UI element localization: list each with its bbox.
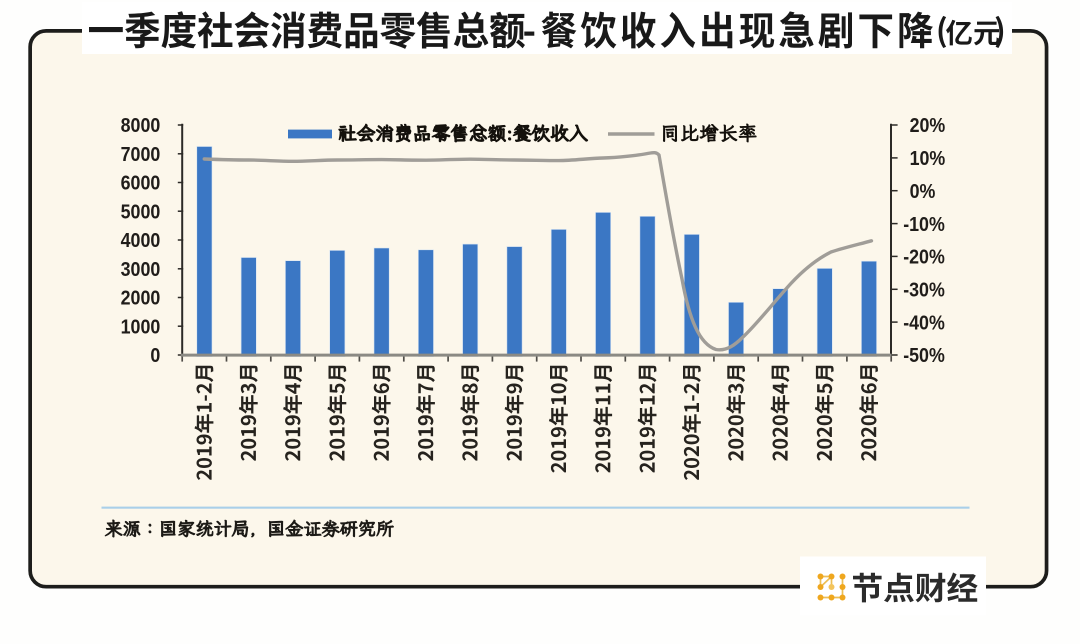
svg-text:2000: 2000 bbox=[121, 288, 161, 310]
svg-text:-30%: -30% bbox=[903, 279, 945, 301]
svg-text:-20%: -20% bbox=[903, 247, 945, 269]
svg-text:1000: 1000 bbox=[121, 316, 161, 338]
svg-text:5000: 5000 bbox=[121, 201, 161, 223]
svg-text:6000: 6000 bbox=[121, 173, 161, 195]
svg-text:20%: 20% bbox=[910, 115, 946, 137]
svg-text:-40%: -40% bbox=[903, 312, 945, 334]
svg-text:0%: 0% bbox=[910, 181, 936, 203]
svg-text:0: 0 bbox=[150, 345, 160, 367]
svg-text:-10%: -10% bbox=[903, 214, 945, 236]
svg-text:8000: 8000 bbox=[121, 115, 161, 137]
svg-text:-50%: -50% bbox=[903, 345, 945, 367]
svg-text:3000: 3000 bbox=[121, 259, 161, 281]
svg-text:7000: 7000 bbox=[121, 144, 161, 166]
svg-text:4000: 4000 bbox=[121, 230, 161, 252]
svg-text:10%: 10% bbox=[910, 148, 946, 170]
